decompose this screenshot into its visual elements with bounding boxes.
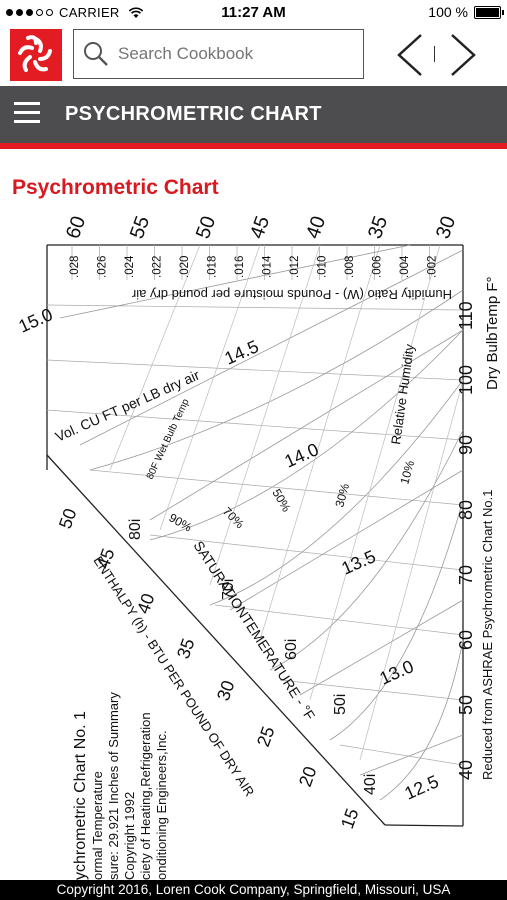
chart-info-line: sure: 29.921 Inches of Summary: [106, 692, 121, 880]
volume-value-label: 13.5: [338, 546, 378, 579]
humidity-tick-label: .016: [234, 256, 246, 278]
humidity-tick-label: .006: [372, 256, 384, 278]
dry-bulb-tick-label: 90: [456, 435, 476, 455]
search-icon: [84, 42, 108, 66]
carrier-label: CARRIER: [59, 5, 120, 20]
humidity-tick-label: .020: [179, 256, 191, 278]
relative-humidity-title: Relative Humidity: [388, 343, 417, 446]
humidity-tick-label: .026: [97, 256, 109, 278]
dry-bulb-tick-label: 70: [456, 565, 476, 585]
chevron-right-icon[interactable]: [448, 31, 478, 79]
accent-divider: [0, 143, 507, 149]
top-temp-label: 60: [62, 213, 90, 241]
clock: 11:27 AM: [221, 4, 286, 21]
volume-value-label: 15.0: [15, 304, 55, 337]
title-bar: PSYCHROMETRIC CHART: [0, 86, 507, 143]
wifi-icon: [128, 6, 143, 18]
battery-icon: [474, 5, 504, 19]
chart-info-line: ormal Temperature: [90, 771, 105, 880]
dry-bulb-tick-label: 100: [456, 365, 476, 395]
dry-bulb-tick-label: 40: [456, 760, 476, 780]
signal-strength-icon: [6, 9, 53, 16]
volume-value-label: 14.5: [221, 336, 261, 369]
rh-value-label: 70%: [220, 504, 247, 531]
top-temp-label: 40: [302, 213, 330, 241]
humidity-tick-label: .010: [317, 256, 329, 278]
enthalpy-value-label: 15: [337, 806, 363, 832]
page-title: PSYCHROMETRIC CHART: [65, 103, 322, 125]
loren-cook-logo[interactable]: [10, 29, 62, 81]
top-temp-label: 35: [364, 213, 392, 241]
psychrometric-chart-image: 60 55 50 45 40 35 30 .028 .026 .024 .022 .020 .018.…: [15, 213, 501, 880]
saturation-title: SATURATIONTEMERATURE - °F: [190, 538, 318, 723]
chart-info-line: ciety of Heating,Refrigeration: [138, 712, 153, 880]
wet-bulb-title: 80F Wet Bulb Temp: [145, 397, 192, 481]
volume-value-label: 14.0: [281, 439, 321, 472]
top-temp-label: 45: [246, 213, 274, 241]
copyright-footer: Copyright 2016, Loren Cook Company, Spri…: [0, 880, 507, 900]
status-bar: CARRIER 11:27 AM 100 %: [0, 0, 507, 26]
dry-bulb-tick-label: 110: [456, 301, 476, 330]
humidity-tick-label: .022: [152, 256, 164, 278]
chart-name: ychrometric Chart No. 1: [72, 711, 89, 880]
toolbar: [0, 26, 507, 86]
humidity-tick-label: .024: [124, 255, 136, 278]
wet-bulb-value-label: 50i: [332, 694, 349, 715]
rh-value-label: 90%: [167, 510, 195, 534]
humidity-tick-label: .028: [69, 256, 81, 278]
top-temp-label: 30: [432, 213, 460, 241]
wet-bulb-value-label: 70i: [220, 579, 237, 600]
search-box[interactable]: [73, 29, 364, 79]
rh-value-label: 30%: [332, 482, 352, 509]
humidity-ratio-title: Humidity Ratio (W) - Pounds moisture per…: [131, 287, 452, 302]
reduced-note: Reduced from ASHRAE Psychrometric Chart …: [480, 490, 495, 780]
dry-bulb-title: Dry BulbTemp F°: [484, 276, 501, 390]
enthalpy-value-label: 35: [173, 636, 199, 662]
content-heading: Psychrometric Chart: [12, 176, 219, 199]
wet-bulb-value-label: 40i: [362, 774, 379, 795]
nav-divider: [434, 46, 435, 62]
menu-icon[interactable]: [14, 102, 40, 124]
enthalpy-value-label: 30: [213, 678, 239, 704]
humidity-tick-label: .012: [289, 256, 301, 278]
volume-value-label: 12.5: [401, 771, 441, 804]
rh-value-label: 10%: [397, 459, 417, 486]
humidity-tick-label: .014: [262, 255, 274, 278]
dry-bulb-tick-label: 80: [456, 500, 476, 520]
chart-info-line: Copyright 1992: [122, 792, 137, 880]
chart-info-line: onditioning Engineers,Inc.: [154, 730, 169, 880]
enthalpy-value-label: 25: [253, 724, 279, 750]
wet-bulb-value-label: 80i: [127, 519, 144, 540]
top-temp-label: 55: [126, 213, 154, 241]
enthalpy-value-label: 20: [295, 764, 321, 790]
battery-percent: 100 %: [428, 4, 468, 20]
volume-value-label: 13.0: [376, 656, 416, 689]
search-input[interactable]: [118, 44, 348, 64]
humidity-tick-label: .002: [427, 256, 439, 278]
wet-bulb-value-label: 60i: [283, 639, 300, 660]
humidity-tick-label: .004: [399, 255, 411, 278]
dry-bulb-tick-label: 50: [456, 695, 476, 715]
humidity-tick-label: .008: [344, 256, 356, 278]
dry-bulb-tick-label: 60: [456, 630, 476, 650]
top-temp-label: 50: [192, 213, 220, 241]
chevron-left-icon[interactable]: [395, 31, 425, 79]
enthalpy-value-label: 50: [55, 506, 81, 532]
rh-value-label: 50%: [269, 487, 293, 515]
humidity-tick-label: .018: [207, 256, 219, 278]
